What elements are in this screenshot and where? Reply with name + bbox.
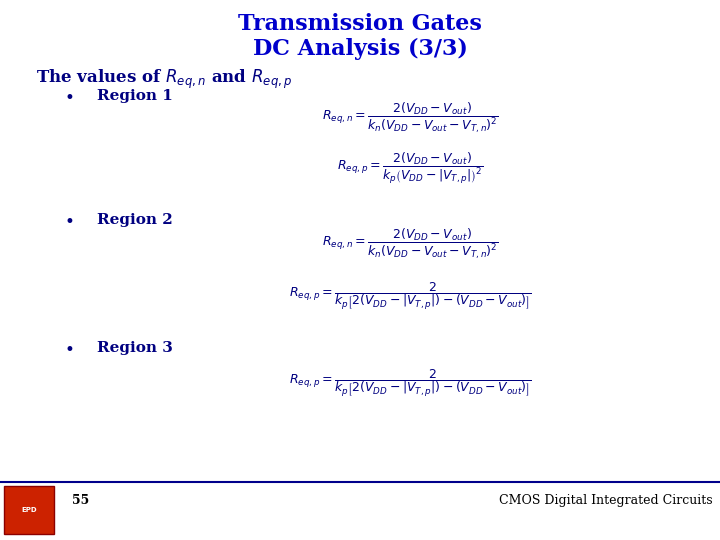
Text: $R_{eq,p} = \dfrac{2}{k_p\left[2(V_{DD}-|V_{T,p}|)-(V_{DD}-V_{out})\right]}$: $R_{eq,p} = \dfrac{2}{k_p\left[2(V_{DD}-… xyxy=(289,367,532,398)
Text: •: • xyxy=(65,89,75,107)
Text: $R_{eq,n} = \dfrac{2(V_{DD}-V_{out})}{k_n\left(V_{DD}-V_{out}-V_{T,n}\right)^2}$: $R_{eq,n} = \dfrac{2(V_{DD}-V_{out})}{k_… xyxy=(322,100,499,134)
Text: EPD: EPD xyxy=(21,507,37,513)
Text: Region 2: Region 2 xyxy=(97,213,173,227)
Text: 55: 55 xyxy=(72,494,89,507)
Text: $R_{eq,p} = \dfrac{2(V_{DD}-V_{out})}{k_p\left(V_{DD}-|V_{T,p}|\right)^2}$: $R_{eq,p} = \dfrac{2(V_{DD}-V_{out})}{k_… xyxy=(337,151,484,186)
Text: Region 3: Region 3 xyxy=(97,341,173,355)
Text: CMOS Digital Integrated Circuits: CMOS Digital Integrated Circuits xyxy=(499,494,713,507)
Text: •: • xyxy=(65,213,75,231)
Text: $R_{eq,p} = \dfrac{2}{k_p\left[2(V_{DD}-|V_{T,p}|)-(V_{DD}-V_{out})\right]}$: $R_{eq,p} = \dfrac{2}{k_p\left[2(V_{DD}-… xyxy=(289,280,532,310)
Text: DC Analysis (3/3): DC Analysis (3/3) xyxy=(253,38,467,60)
Text: $R_{eq,n} = \dfrac{2(V_{DD}-V_{out})}{k_n\left(V_{DD}-V_{out}-V_{T,n}\right)^2}$: $R_{eq,n} = \dfrac{2(V_{DD}-V_{out})}{k_… xyxy=(322,227,499,261)
Text: Transmission Gates: Transmission Gates xyxy=(238,14,482,36)
Text: Region 1: Region 1 xyxy=(97,89,173,103)
FancyBboxPatch shape xyxy=(4,486,54,534)
Text: •: • xyxy=(65,341,75,359)
Text: The values of $R_{eq,n}$ and $R_{eq,p}$: The values of $R_{eq,n}$ and $R_{eq,p}$ xyxy=(36,68,292,91)
